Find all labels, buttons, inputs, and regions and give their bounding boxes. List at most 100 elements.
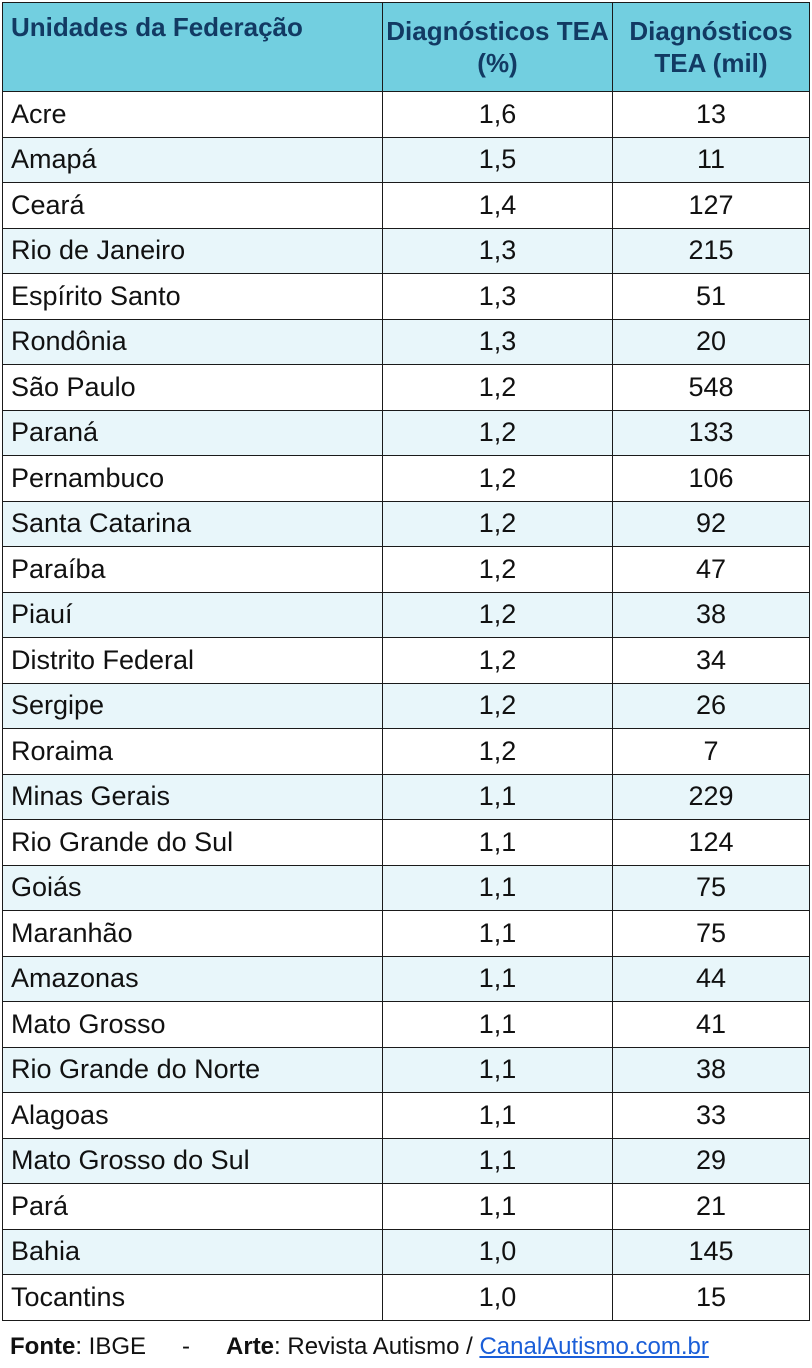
cell-state: Distrito Federal [2,637,383,684]
cell-tea-thousands: 92 [612,500,810,547]
header-tea-thousands: Diagnósticos TEA (mil) [612,2,810,92]
table-row: Roraima 1,2 7 [2,728,810,775]
cell-tea-thousands: 29 [612,1137,810,1184]
table-row: Rondônia 1,3 20 [2,318,810,365]
header-state: Unidades da Federação [2,2,383,92]
table-row: Minas Gerais 1,1 229 [2,773,810,820]
source-label: Fonte [10,1333,76,1360]
cell-state: Piauí [2,591,383,638]
cell-state: Pará [2,1183,383,1230]
cell-tea-percent: 1,1 [382,773,613,820]
cell-tea-percent: 1,1 [382,955,613,1002]
cell-tea-thousands: 26 [612,682,810,729]
cell-tea-thousands: 229 [612,773,810,820]
cell-tea-thousands: 127 [612,182,810,229]
cell-tea-thousands: 34 [612,637,810,684]
cell-state: Minas Gerais [2,773,383,820]
cell-tea-percent: 1,1 [382,910,613,957]
table-row: Pará 1,1 21 [2,1183,810,1230]
cell-tea-percent: 1,2 [382,637,613,684]
cell-tea-thousands: 41 [612,1001,810,1048]
cell-tea-percent: 1,2 [382,364,613,411]
cell-tea-thousands: 215 [612,227,810,274]
cell-state: Amazonas [2,955,383,1002]
cell-state: Rio Grande do Sul [2,819,383,866]
footer-separator: - [182,1333,191,1360]
cell-tea-percent: 1,0 [382,1228,613,1275]
cell-state: Pernambuco [2,455,383,502]
cell-tea-percent: 1,2 [382,591,613,638]
cell-tea-percent: 1,2 [382,682,613,729]
cell-tea-thousands: 33 [612,1092,810,1139]
cell-state: Bahia [2,1228,383,1275]
cell-tea-thousands: 38 [612,591,810,638]
cell-state: Rio de Janeiro [2,227,383,274]
cell-tea-thousands: 133 [612,409,810,456]
table-row: Goiás 1,1 75 [2,864,810,911]
cell-tea-percent: 1,0 [382,1274,613,1321]
table-row: Rio Grande do Norte 1,1 38 [2,1046,810,1093]
cell-tea-percent: 1,5 [382,136,613,183]
art-label: Arte [226,1333,275,1360]
table-header-row: Unidades da Federação Diagnósticos TEA (… [2,2,810,92]
cell-tea-percent: 1,1 [382,864,613,911]
cell-tea-percent: 1,2 [382,409,613,456]
cell-state: São Paulo [2,364,383,411]
cell-tea-thousands: 15 [612,1274,810,1321]
table-row: Paraíba 1,2 47 [2,546,810,593]
cell-tea-thousands: 124 [612,819,810,866]
cell-tea-thousands: 75 [612,910,810,957]
table-row: Rio de Janeiro 1,3 215 [2,227,810,274]
cell-state: Mato Grosso do Sul [2,1137,383,1184]
art-value: : Revista Autismo / [274,1333,480,1360]
table-row: Alagoas 1,1 33 [2,1092,810,1139]
cell-tea-percent: 1,3 [382,273,613,320]
cell-tea-percent: 1,6 [382,91,613,138]
cell-state: Mato Grosso [2,1001,383,1048]
source-value: : IBGE [75,1333,147,1360]
cell-state: Tocantins [2,1274,383,1321]
cell-tea-percent: 1,2 [382,455,613,502]
cell-tea-thousands: 7 [612,728,810,775]
cell-tea-thousands: 11 [612,136,810,183]
table-row: Sergipe 1,2 26 [2,682,810,729]
canal-autismo-link[interactable]: CanalAutismo.com.br [479,1333,709,1360]
cell-tea-percent: 1,1 [382,1137,613,1184]
table-row: Rio Grande do Sul 1,1 124 [2,819,810,866]
cell-tea-thousands: 20 [612,318,810,365]
table-row: Amapá 1,5 11 [2,136,810,183]
cell-tea-thousands: 145 [612,1228,810,1275]
cell-state: Santa Catarina [2,500,383,547]
cell-tea-percent: 1,1 [382,1046,613,1093]
cell-state: Roraima [2,728,383,775]
table-row: Acre 1,6 13 [2,91,810,138]
cell-state: Ceará [2,182,383,229]
cell-state: Paraíba [2,546,383,593]
cell-state: Paraná [2,409,383,456]
tea-diagnoses-table: Unidades da Federação Diagnósticos TEA (… [2,2,810,1321]
table-row: Santa Catarina 1,2 92 [2,500,810,547]
table-row: Pernambuco 1,2 106 [2,455,810,502]
cell-tea-percent: 1,2 [382,546,613,593]
footer-credits: Fonte: IBGE - Arte: Revista Autismo / Cana… [10,1333,709,1361]
cell-tea-thousands: 38 [612,1046,810,1093]
table-row: Paraná 1,2 133 [2,409,810,456]
cell-state: Rio Grande do Norte [2,1046,383,1093]
table-row: Maranhão 1,1 75 [2,910,810,957]
cell-tea-percent: 1,1 [382,819,613,866]
cell-tea-percent: 1,1 [382,1183,613,1230]
cell-state: Espírito Santo [2,273,383,320]
table-row: Mato Grosso 1,1 41 [2,1001,810,1048]
cell-tea-thousands: 106 [612,455,810,502]
table-row: Distrito Federal 1,2 34 [2,637,810,684]
cell-tea-thousands: 75 [612,864,810,911]
cell-tea-percent: 1,4 [382,182,613,229]
table-row: Mato Grosso do Sul 1,1 29 [2,1137,810,1184]
table-row: São Paulo 1,2 548 [2,364,810,411]
table-row: Piauí 1,2 38 [2,591,810,638]
cell-state: Amapá [2,136,383,183]
table-row: Bahia 1,0 145 [2,1228,810,1275]
cell-tea-percent: 1,3 [382,227,613,274]
cell-tea-thousands: 51 [612,273,810,320]
